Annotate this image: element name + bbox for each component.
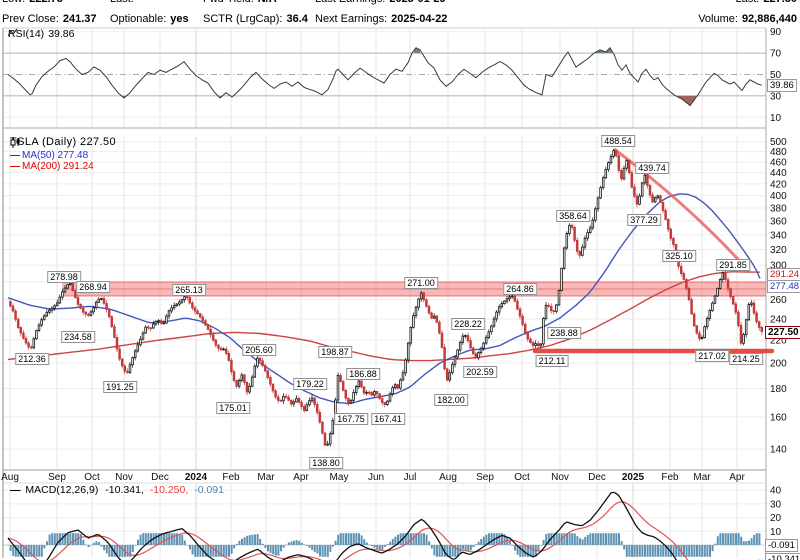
rsi-legend: RSI(14) 39.86: [8, 28, 74, 40]
quote-volume: Volume: 92,886,440: [698, 13, 797, 25]
price-tick: 220: [770, 335, 787, 346]
ma50-line: [7, 193, 761, 405]
rsi-legend-label: RSI(14): [8, 28, 45, 40]
month-label: Nov: [115, 472, 133, 483]
month-label: Apr: [729, 472, 745, 483]
price-tick: 400: [770, 191, 787, 202]
grid: [3, 29, 766, 558]
macd-value: -10.341,: [105, 484, 144, 496]
symbol-title: TSLA (Daily) 227.50: [10, 136, 117, 148]
month-label: Dec: [151, 472, 169, 483]
panel-borders: [2, 27, 767, 558]
quote-next-earnings: Next Earnings: 2025-04-22: [315, 13, 448, 25]
quote-low: Low:222.75: [2, 0, 63, 5]
macd-signal-line: [7, 501, 689, 560]
price-tick: 460: [770, 157, 787, 168]
quote-last-top: Last:: [110, 0, 138, 5]
price-tick: 200: [770, 359, 787, 370]
price-tick: 360: [770, 217, 787, 228]
price-tick: 500: [770, 137, 787, 148]
macd-tick: 40: [770, 486, 782, 497]
macd-hist-value: -0.091: [194, 484, 224, 496]
ma50-legend: — MA(50) 277.48: [10, 149, 89, 161]
rsi-legend-value: 39.86: [48, 28, 75, 40]
rsi-overbought-fill: [596, 47, 612, 54]
month-label: Oct: [514, 472, 530, 483]
month-label: Jun: [368, 472, 384, 483]
month-label: May: [330, 472, 349, 483]
month-label: 2025: [622, 472, 645, 483]
month-label: Feb: [661, 472, 679, 483]
quote-last-earnings: Last Earnings:2025-01-29: [315, 0, 446, 5]
month-label: Mar: [257, 472, 275, 483]
month-label: Aug: [439, 472, 457, 483]
trend-line: [613, 147, 748, 270]
macd-tick: 30: [770, 499, 782, 510]
ma200-line: [7, 271, 761, 362]
month-label: Aug: [1, 472, 19, 483]
price-tick: 480: [770, 147, 787, 158]
quote-sctr: SCTR (LrgCap): 36.4: [203, 13, 308, 25]
macd-line: [7, 491, 760, 560]
macd-signal-value: -10.250,: [149, 484, 189, 496]
rsi-tick: 30: [770, 91, 782, 102]
month-label: Sep: [476, 472, 494, 483]
price-tick: 240: [770, 314, 787, 325]
quote-prev-close: Prev Close: 241.37: [2, 13, 97, 25]
month-label: Feb: [222, 472, 240, 483]
quote-header-row1: Low:222.75 Last: Fwd Yield:N/A Last Earn…: [0, 0, 800, 7]
month-label: Sep: [48, 472, 66, 483]
price-tick: 260: [770, 295, 787, 306]
month-label: 2024: [185, 472, 208, 483]
price-tick: 380: [770, 203, 787, 214]
price-tick: 140: [770, 445, 787, 456]
macd-tick: 10: [770, 527, 782, 538]
month-label: Oct: [84, 472, 100, 483]
rsi-line: [7, 46, 763, 107]
rsi-tick: 10: [770, 113, 782, 124]
month-label: Jul: [404, 472, 417, 483]
indicator-icon: [8, 28, 18, 37]
rsi-tick: 90: [770, 27, 782, 38]
rsi-oversold-fill: [122, 95, 126, 99]
month-label: Dec: [588, 472, 606, 483]
price-tick: 440: [770, 168, 787, 179]
price-tick: 300: [770, 261, 787, 272]
rsi-tick: 70: [770, 49, 782, 60]
month-label: Mar: [693, 472, 711, 483]
ma200-legend: — MA(200) 291.24: [10, 161, 94, 172]
candlestick-icon: [10, 137, 20, 148]
macd-legend-label: MACD(12,26,9): [25, 484, 99, 496]
macd-line-swatch: —: [10, 484, 21, 496]
quote-fwd-yield: Fwd Yield:N/A: [203, 0, 277, 5]
ma50-line-swatch: —: [10, 149, 20, 161]
candlesticks: [9, 148, 764, 447]
month-label: Nov: [551, 472, 569, 483]
price-tick: 420: [770, 179, 787, 190]
price-tick: 340: [770, 230, 787, 241]
price-legend: TSLA (Daily) 227.50 — MA(50) 277.48 — MA(2…: [10, 136, 117, 173]
price-tick: 180: [770, 384, 787, 395]
quote-last: Last:227.50: [735, 0, 797, 5]
price-tick: 320: [770, 245, 787, 256]
macd-legend: — MACD(12,26,9) -10.341, -10.250, -0.091: [10, 484, 224, 496]
ma200-line-swatch: —: [10, 161, 20, 172]
price-tick: 280: [770, 277, 787, 288]
macd-panel: [7, 491, 761, 560]
quote-header-row2: Prev Close: 241.37 Optionable: yes SCTR (L…: [0, 13, 800, 27]
month-label: Apr: [293, 472, 309, 483]
quote-optionable: Optionable: yes: [110, 13, 189, 25]
rsi-tick: 50: [770, 70, 782, 81]
macd-tick: 20: [770, 513, 782, 524]
price-tick: 160: [770, 412, 787, 423]
rsi-panel: [3, 46, 766, 107]
